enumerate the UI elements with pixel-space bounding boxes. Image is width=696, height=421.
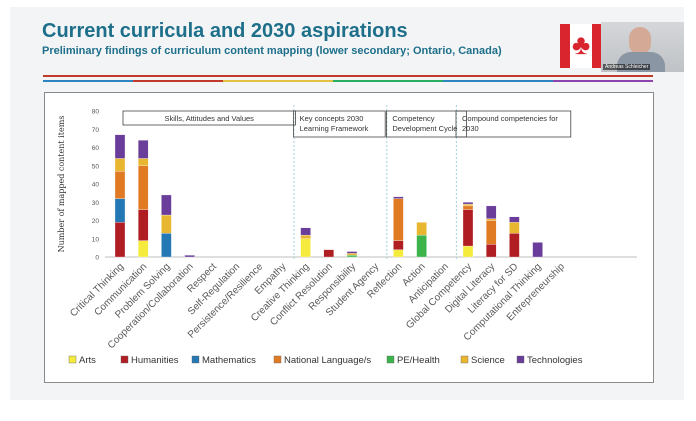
bar-segment: [486, 218, 497, 221]
bar-segment: [346, 251, 358, 254]
chart-area: Number of mapped content items 0 10 20 30 40 5…: [44, 92, 654, 383]
bar-segment: [323, 249, 334, 258]
color-stripe-blue-2: [443, 80, 553, 82]
color-stripe-blue-1: [43, 80, 133, 82]
color-stripe-green: [333, 80, 443, 82]
legend-swatch: [68, 355, 77, 364]
bar-segment: [393, 198, 404, 241]
legend-swatch: [516, 355, 525, 364]
y-tick-label: 60: [92, 145, 100, 152]
bar-segment: [161, 233, 172, 258]
y-tick-label: 30: [92, 200, 100, 207]
bar-segment: [462, 202, 474, 205]
group-label-box: [293, 110, 386, 138]
bar-segment: [393, 240, 404, 250]
webcam-video-tile[interactable]: Andreas Schleicher: [601, 22, 684, 72]
canada-flag-icon: ♣: [560, 24, 602, 68]
legend-label: Mathematics: [202, 355, 256, 366]
bar-segment: [393, 196, 404, 199]
presenter-head: [629, 27, 651, 54]
bar-segment: [300, 238, 311, 258]
legend-swatch: [191, 355, 200, 364]
bar-segment: [416, 222, 427, 236]
group-label: Learning Framework: [300, 124, 369, 133]
bar-segment: [486, 220, 497, 245]
bar-segment: [114, 198, 126, 223]
presenter-name: Andreas Schleicher: [603, 64, 651, 70]
bar-segment: [138, 240, 149, 258]
y-tick-label: 50: [92, 163, 100, 170]
y-axis-title: Number of mapped content items: [57, 116, 66, 253]
legend-label: Humanities: [131, 355, 179, 366]
legend-label: PE/Health: [397, 355, 440, 366]
group-label: Development Cycle: [392, 124, 457, 133]
group-label: Compound competencies for: [462, 114, 558, 123]
bar-segment: [138, 165, 149, 210]
group-label: Skills, Attitudes and Values: [164, 114, 254, 123]
bar-segment: [114, 134, 126, 159]
legend-swatch: [460, 355, 469, 364]
y-tick-label: 0: [95, 255, 99, 262]
bar-segment: [462, 209, 474, 247]
bar-segment: [509, 233, 520, 258]
bar-segment: [509, 216, 520, 223]
bar-segment: [416, 234, 427, 258]
y-tick-label: 80: [92, 109, 100, 116]
bar-segment: [509, 222, 520, 234]
slide-title: Current curricula and 2030 aspirations: [42, 20, 408, 42]
bar-segment: [161, 194, 172, 216]
legend-label: Arts: [79, 355, 96, 366]
title-divider-line: [43, 75, 653, 77]
bar-segment: [184, 255, 195, 258]
y-tick-label: 40: [92, 182, 100, 189]
bar-segment: [114, 222, 126, 258]
bar-segment: [114, 171, 126, 199]
group-label: 2030: [462, 124, 479, 133]
color-stripe-yellow: [223, 80, 333, 82]
bar-segment: [486, 205, 497, 219]
stacked-bar-chart: Number of mapped content items0102030405…: [57, 105, 637, 366]
group-label-box: [122, 110, 296, 126]
legend-label: Science: [471, 355, 505, 366]
group-label: Competency: [392, 114, 434, 123]
bar-segment: [114, 158, 126, 172]
bar-segment: [138, 140, 149, 159]
bar-segment: [138, 158, 149, 166]
y-tick-label: 10: [92, 236, 100, 243]
y-tick-label: 20: [92, 218, 100, 225]
bar-segment: [532, 242, 543, 258]
legend-swatch: [273, 355, 282, 364]
bar-segment: [462, 205, 474, 210]
color-stripe-purple: [553, 80, 653, 82]
slide-subtitle: Preliminary findings of curriculum conte…: [42, 45, 502, 57]
color-stripe-red: [133, 80, 223, 82]
group-label-box: [455, 110, 572, 138]
bar-segment: [138, 209, 149, 241]
legend-swatch: [386, 355, 395, 364]
bar-segment: [462, 203, 474, 207]
legend-label: National Language/s: [284, 355, 371, 366]
bar-segment: [462, 245, 474, 258]
bar-segment: [393, 249, 404, 258]
group-label-box: [385, 110, 467, 138]
bar-segment: [300, 234, 311, 239]
bar-segment: [346, 253, 358, 256]
group-label: Key concepts 2030: [300, 114, 364, 123]
bar-segment: [161, 214, 172, 234]
bar-segment: [300, 227, 311, 236]
legend-swatch: [120, 355, 129, 364]
y-tick-label: 70: [92, 127, 100, 134]
bar-segment: [486, 244, 497, 258]
bar-segment: [346, 255, 358, 258]
legend-label: Technologies: [527, 355, 583, 366]
